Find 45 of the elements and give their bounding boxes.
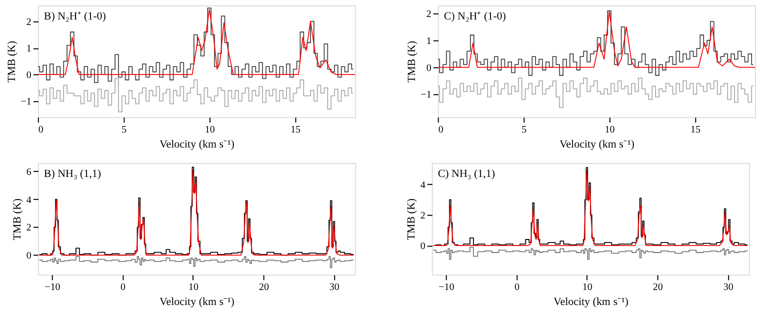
y-axis-title: TMB (K) bbox=[405, 198, 418, 240]
y-tick-label: 2 bbox=[26, 222, 32, 234]
x-tick-label: 30 bbox=[723, 282, 734, 294]
x-tick-label: 15 bbox=[290, 124, 301, 136]
x-tick-label: 15 bbox=[690, 124, 701, 136]
x-tick-label: 5 bbox=[522, 124, 527, 136]
text: C) NH₃ (1,1) bbox=[438, 168, 496, 180]
y-tick-label: 0 bbox=[26, 250, 32, 262]
y-tick-label: −1 bbox=[420, 90, 432, 101]
x-axis-title: Velocity (km s⁻¹) bbox=[160, 138, 235, 151]
y-tick-label: 4 bbox=[26, 194, 32, 206]
y-tick-label: 2 bbox=[426, 8, 432, 20]
x-tick-label: −10 bbox=[44, 282, 60, 294]
x-tick-label: −10 bbox=[438, 282, 454, 294]
y-tick-label: 1 bbox=[26, 43, 32, 54]
x-tick-label: 10 bbox=[204, 124, 215, 136]
y-tick-label: 2 bbox=[26, 16, 32, 28]
y-tick-label: 4 bbox=[420, 180, 426, 191]
y-tick-label: 6 bbox=[26, 166, 32, 178]
y-tick-label: 0 bbox=[26, 70, 32, 82]
y-tick-label: −1 bbox=[20, 96, 32, 108]
x-tick-label: 5 bbox=[122, 124, 127, 136]
x-tick-label: 10 bbox=[582, 282, 592, 294]
x-tick-label: 0 bbox=[38, 124, 44, 136]
y-tick-label: 2 bbox=[420, 210, 426, 222]
x-tick-label: 10 bbox=[188, 282, 198, 294]
x-tick-label: 0 bbox=[120, 282, 126, 294]
x-tick-label: 10 bbox=[604, 124, 615, 136]
chart-title: C) N₂H⁺ (1-0) bbox=[444, 10, 506, 22]
x-tick-label: 30 bbox=[329, 282, 340, 294]
y-axis-title: TMB (K) bbox=[406, 40, 418, 83]
x-tick-label: 0 bbox=[514, 282, 520, 294]
y-axis-title: TMB (K) bbox=[6, 40, 18, 83]
x-axis-title: Velocity (km s⁻¹) bbox=[553, 296, 629, 308]
y-tick-label: 0 bbox=[420, 241, 426, 252]
y-tick-label: 0 bbox=[426, 62, 432, 74]
chart-title: B) N₂H⁺ (1-0) bbox=[44, 10, 106, 22]
y-tick-label: 1 bbox=[426, 36, 432, 47]
x-axis-title: Velocity (km s⁻¹) bbox=[160, 296, 235, 308]
x-tick-label: 20 bbox=[652, 282, 663, 294]
x-tick-label: 20 bbox=[258, 282, 269, 294]
y-axis-title: TMB (K) bbox=[11, 198, 24, 240]
x-axis-title: Velocity (km s⁻¹) bbox=[559, 138, 635, 151]
x-tick-label: 0 bbox=[438, 124, 444, 136]
chart-title: B) NH₃ (1,1) bbox=[44, 168, 102, 180]
